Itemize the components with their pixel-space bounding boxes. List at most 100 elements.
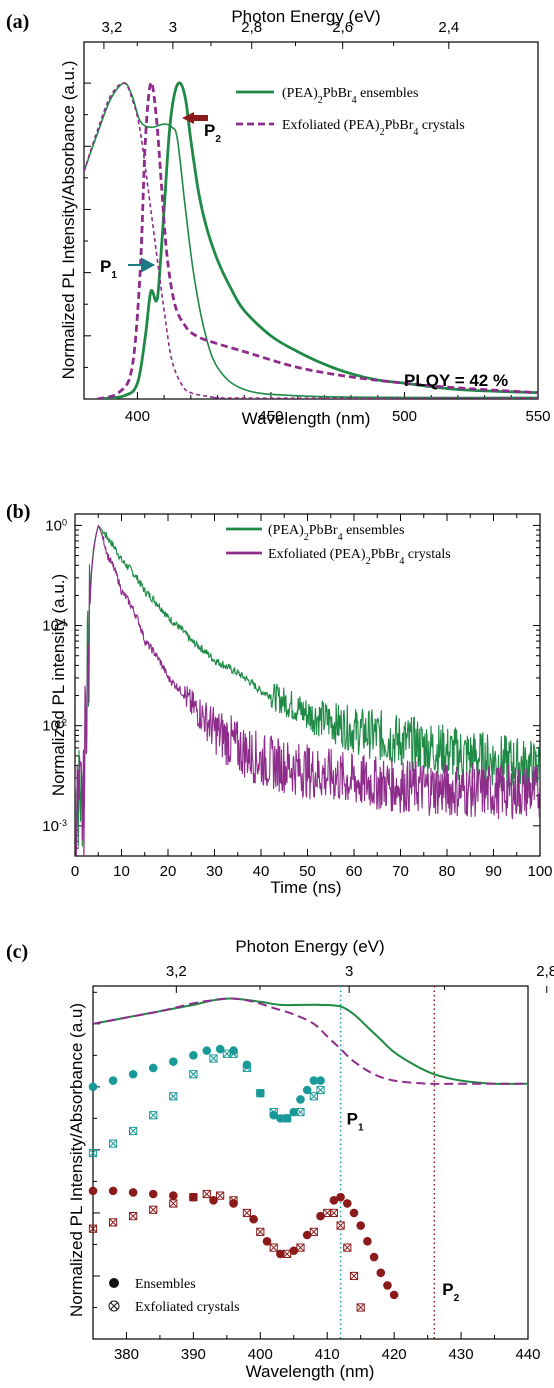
p2-label: P2 (204, 121, 221, 145)
data-point (189, 1193, 198, 1202)
data-point-box (229, 1049, 238, 1058)
data-point (189, 1070, 198, 1079)
plot-frame (83, 41, 539, 400)
data-point (189, 1051, 198, 1060)
data-point-cross (149, 1205, 158, 1214)
data-point (108, 1186, 118, 1196)
y-tick-label: 10-3 (42, 818, 67, 835)
data-point-cross (309, 1092, 318, 1101)
x-axis-label: Wavelength (nm) (242, 409, 371, 428)
data-point-cross (189, 1193, 198, 1202)
panel-label-c: (c) (6, 941, 28, 963)
y-tick-label: 10-1 (42, 618, 67, 635)
series-points-2 (88, 1044, 325, 1123)
top-tick-label: 3,2 (101, 19, 122, 36)
data-point (356, 1221, 365, 1230)
data-point-cross (350, 1272, 358, 1280)
data-point-cross (316, 1086, 325, 1094)
data-point (256, 1089, 265, 1098)
data-point-box (296, 1107, 305, 1117)
panel-label-b: (b) (6, 501, 30, 523)
data-point-box (88, 1148, 98, 1158)
data-point (376, 1268, 386, 1278)
data-point (282, 1114, 292, 1123)
data-point-box (216, 1191, 225, 1200)
data-point-box (229, 1196, 238, 1205)
data-point-cross (109, 1218, 118, 1227)
panel-label-a: (a) (6, 11, 29, 33)
p1-label: P1 (100, 257, 117, 281)
data-point-box (149, 1111, 158, 1120)
data-point-box (256, 1227, 265, 1236)
data-point (229, 1049, 238, 1058)
data-point (309, 1092, 318, 1101)
legend-a: (PEA)2PbBr4 ensembles Exfoliated (PEA)2Pb… (236, 86, 465, 138)
chart-c: (c)3803904004104204304403,232,82,62,42,2… (6, 937, 554, 1381)
data-point-cross (256, 1227, 265, 1236)
data-point-cross (296, 1243, 305, 1252)
data-point-cross (329, 1208, 338, 1217)
data-point-cross (323, 1208, 332, 1217)
data-point (323, 1208, 332, 1218)
data-point (309, 1227, 318, 1236)
series-points-5 (88, 1189, 365, 1312)
x-tick-label: 380 (114, 1346, 139, 1363)
series-line-exfoliated-pl (96, 81, 538, 399)
data-point-box (149, 1205, 158, 1214)
data-point (209, 1196, 218, 1205)
data-point-cross (336, 1221, 345, 1230)
data-point-cross (283, 1114, 292, 1123)
top-tick-label: 3 (345, 963, 353, 980)
x-tick-label: 440 (515, 1346, 540, 1363)
data-point (202, 1046, 212, 1055)
top-axis-label: Photon Energy (eV) (235, 937, 384, 956)
legend-entry-label: (PEA)2PbBr4 ensembles (282, 86, 418, 106)
data-point-cross (283, 1249, 292, 1258)
data-point (249, 1214, 258, 1224)
data-point-cross (296, 1108, 305, 1117)
data-point-cross (269, 1243, 278, 1252)
legend-marker-filled (109, 1278, 119, 1288)
data-point (169, 1199, 178, 1208)
data-point (88, 1186, 98, 1196)
data-point (349, 1208, 359, 1218)
data-point (269, 1243, 278, 1252)
data-point-cross (109, 1139, 118, 1148)
x-tick-label: 400 (125, 408, 150, 425)
data-point (149, 1111, 158, 1120)
data-point (242, 1063, 252, 1073)
top-tick-label: 3 (169, 19, 177, 36)
plot-frame (74, 513, 541, 857)
data-point (296, 1095, 305, 1104)
p1-label: P1 (347, 1110, 364, 1134)
data-point (88, 1082, 98, 1092)
data-point (363, 1236, 372, 1246)
plot-frame (92, 985, 529, 1340)
data-point (343, 1243, 352, 1252)
x-tick-label: 90 (485, 863, 502, 880)
data-point (215, 1044, 225, 1054)
x-tick-label: 410 (315, 1346, 340, 1363)
data-point-cross (189, 1070, 198, 1079)
top-axis-label: Photon Energy (eV) (231, 7, 380, 26)
data-point-cross (169, 1199, 178, 1208)
data-point-cross (309, 1227, 318, 1236)
data-point (256, 1227, 265, 1236)
data-point (169, 1057, 178, 1066)
series-line-exfoliated-absorbance (84, 82, 538, 399)
data-point-cross (129, 1212, 138, 1221)
data-point (356, 1303, 365, 1312)
x-tick-label: 390 (181, 1346, 206, 1363)
data-point (383, 1281, 392, 1290)
series-line-exfoliated (75, 524, 540, 856)
data-point-cross (343, 1243, 352, 1252)
data-point (128, 1188, 138, 1197)
data-point (329, 1208, 339, 1218)
data-point-box (108, 1218, 118, 1227)
data-point-box (129, 1126, 138, 1136)
series-line-ensembles (75, 524, 540, 847)
x-tick-label: 50 (299, 863, 316, 880)
data-point-box (329, 1208, 339, 1218)
data-point (336, 1221, 345, 1230)
p2-arrow-icon (182, 112, 208, 124)
